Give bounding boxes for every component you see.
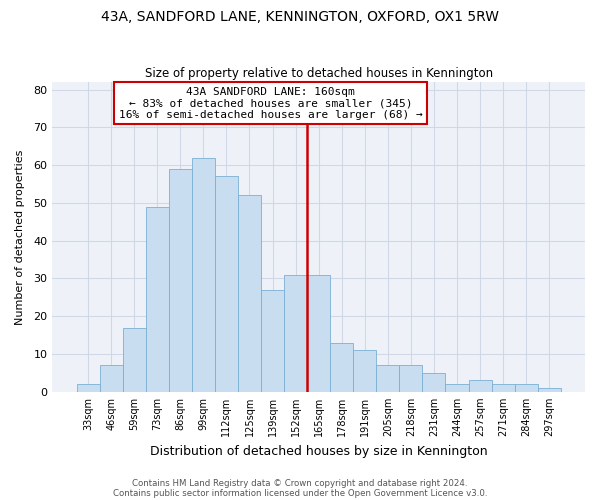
Title: Size of property relative to detached houses in Kennington: Size of property relative to detached ho… [145, 66, 493, 80]
Bar [215, 176, 238, 392]
Text: 43A, SANDFORD LANE, KENNINGTON, OXFORD, OX1 5RW: 43A, SANDFORD LANE, KENNINGTON, OXFORD, … [101, 10, 499, 24]
Bar [400, 366, 422, 392]
Bar [261, 290, 284, 392]
X-axis label: Distribution of detached houses by size in Kennington: Distribution of detached houses by size … [150, 444, 487, 458]
Y-axis label: Number of detached properties: Number of detached properties [15, 149, 25, 324]
Bar [376, 366, 400, 392]
Bar [100, 366, 122, 392]
Bar [192, 158, 215, 392]
Bar [169, 169, 192, 392]
Text: Contains public sector information licensed under the Open Government Licence v3: Contains public sector information licen… [113, 488, 487, 498]
Bar [330, 342, 353, 392]
Text: Contains HM Land Registry data © Crown copyright and database right 2024.: Contains HM Land Registry data © Crown c… [132, 478, 468, 488]
Bar [146, 206, 169, 392]
Bar [469, 380, 491, 392]
Bar [515, 384, 538, 392]
Bar [491, 384, 515, 392]
Bar [307, 274, 330, 392]
Bar [445, 384, 469, 392]
Bar [238, 196, 261, 392]
Text: 43A SANDFORD LANE: 160sqm
← 83% of detached houses are smaller (345)
16% of semi: 43A SANDFORD LANE: 160sqm ← 83% of detac… [119, 86, 422, 120]
Bar [122, 328, 146, 392]
Bar [77, 384, 100, 392]
Bar [284, 274, 307, 392]
Bar [353, 350, 376, 392]
Bar [538, 388, 561, 392]
Bar [422, 373, 445, 392]
